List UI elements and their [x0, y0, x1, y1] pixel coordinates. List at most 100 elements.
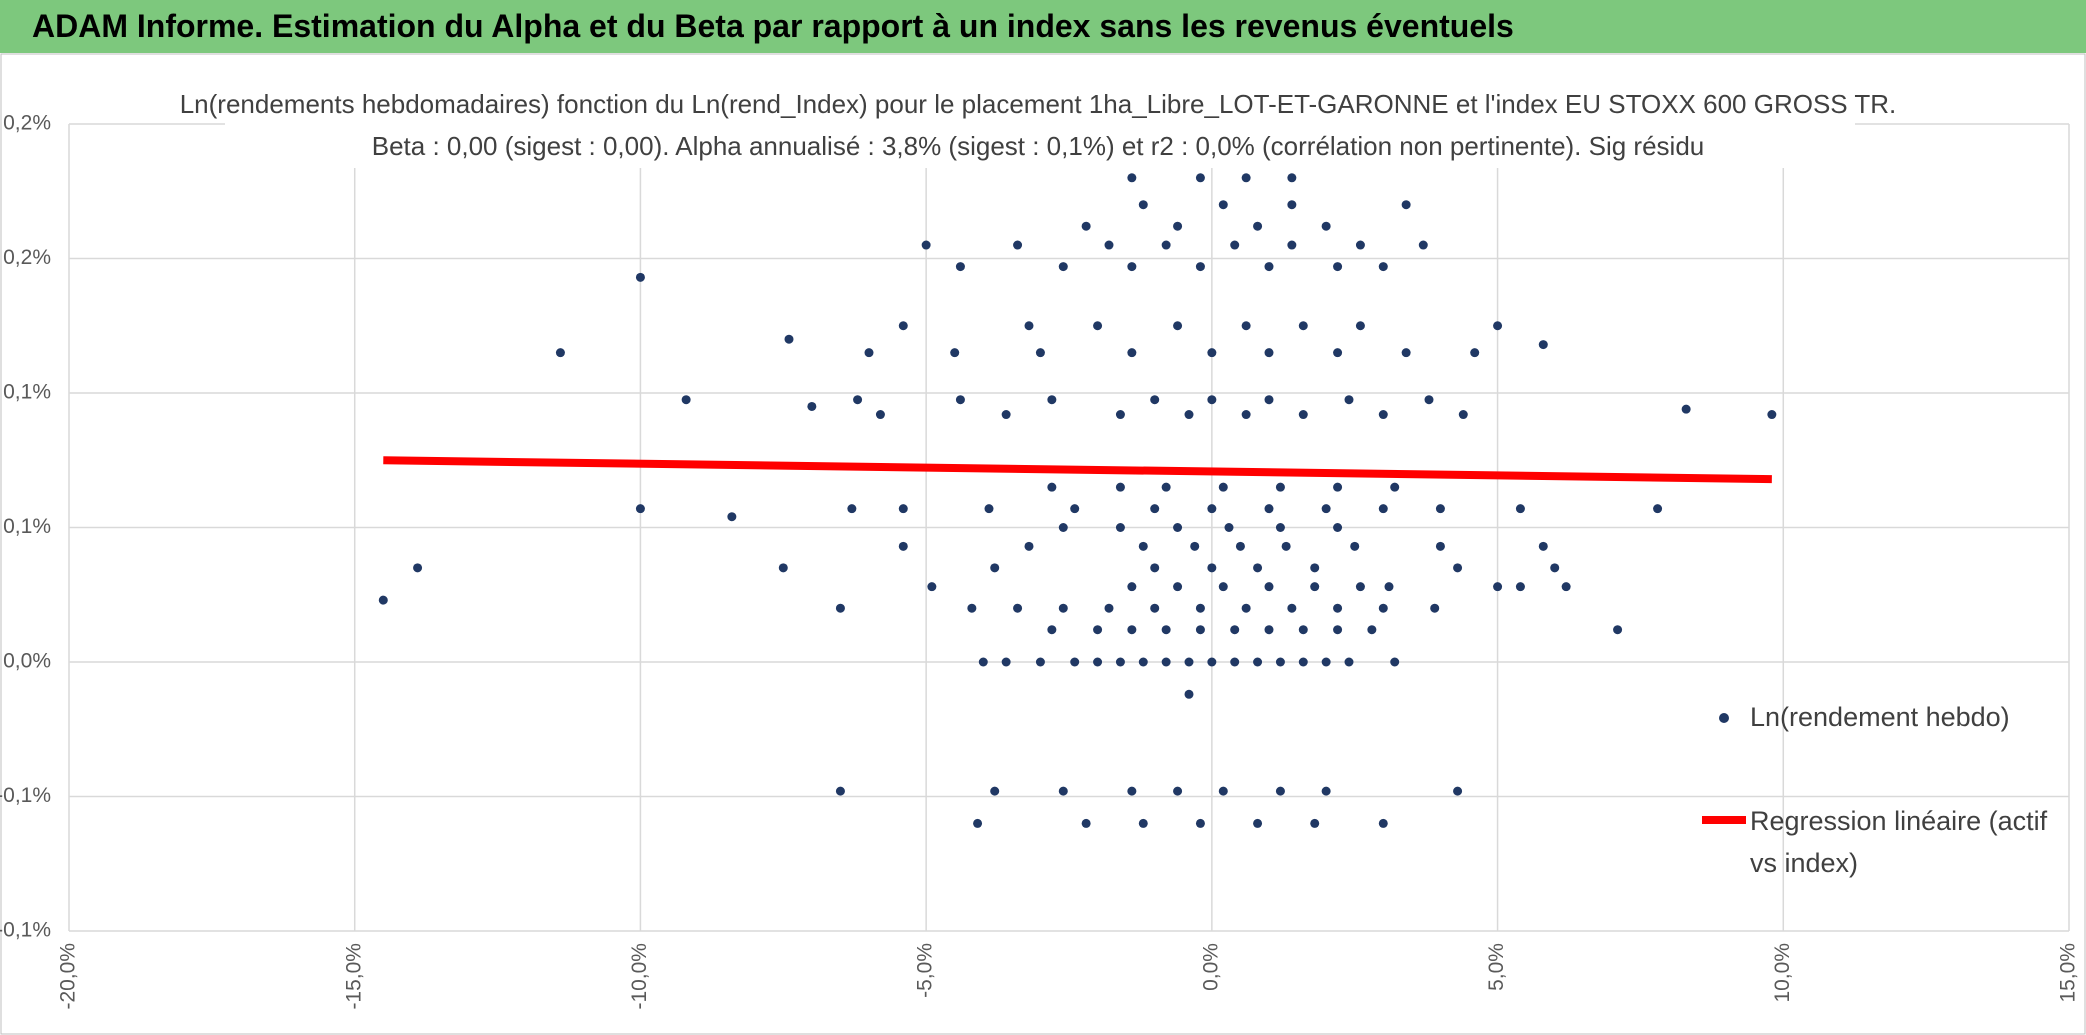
y-tick-label: 0,2%: [3, 246, 51, 269]
point: [1127, 786, 1137, 796]
point: [1195, 625, 1205, 635]
point: [875, 410, 885, 420]
point: [1093, 625, 1103, 635]
point: [1264, 625, 1274, 635]
point: [1378, 603, 1388, 613]
point: [1241, 321, 1251, 331]
point: [1561, 582, 1571, 592]
point: [921, 240, 931, 250]
point: [1333, 625, 1343, 635]
point: [1378, 410, 1388, 420]
point: [984, 504, 994, 514]
point: [978, 657, 988, 667]
point: [1321, 504, 1331, 514]
point: [413, 563, 423, 573]
point: [1207, 395, 1217, 405]
point: [1264, 582, 1274, 592]
point: [1195, 818, 1205, 828]
point: [950, 348, 960, 358]
point: [1241, 603, 1251, 613]
point: [1253, 657, 1263, 667]
point: [1138, 541, 1148, 551]
point: [1275, 482, 1285, 492]
point: [1024, 541, 1034, 551]
point: [1013, 603, 1023, 613]
point: [1333, 603, 1343, 613]
point: [1418, 240, 1428, 250]
legend-marker: [1719, 713, 1729, 723]
point: [1287, 200, 1297, 210]
point: [847, 504, 857, 514]
point: [1058, 786, 1068, 796]
point: [1384, 582, 1394, 592]
point: [1173, 786, 1183, 796]
point: [1150, 504, 1160, 514]
point: [1047, 395, 1057, 405]
point: [1538, 541, 1548, 551]
point: [898, 541, 908, 551]
point: [835, 786, 845, 796]
point: [1115, 657, 1125, 667]
point: [1493, 321, 1503, 331]
point: [1681, 404, 1691, 414]
point: [1401, 348, 1411, 358]
point: [1344, 657, 1354, 667]
point: [1150, 395, 1160, 405]
chart-subtitle: Beta : 0,00 (sigest : 0,00). Alpha annua…: [372, 131, 1705, 161]
point: [1207, 348, 1217, 358]
x-tick-label: 15,0%: [2057, 943, 2080, 1003]
point: [1173, 221, 1183, 231]
point: [1275, 657, 1285, 667]
point: [1230, 657, 1240, 667]
point: [1287, 173, 1297, 183]
point: [1515, 582, 1525, 592]
point: [1310, 563, 1320, 573]
point: [1287, 603, 1297, 613]
point: [1275, 786, 1285, 796]
point: [1173, 523, 1183, 532]
point: [955, 395, 965, 405]
point: [1613, 625, 1623, 635]
point: [1653, 504, 1663, 514]
point: [967, 603, 977, 613]
point: [1424, 395, 1434, 405]
point: [1435, 541, 1445, 551]
point: [1161, 482, 1171, 492]
y-tick-label: 0,1%: [3, 515, 51, 538]
point: [681, 395, 691, 405]
point: [1367, 625, 1377, 635]
point: [1173, 582, 1183, 592]
point: [1195, 603, 1205, 613]
point: [1493, 582, 1503, 592]
point: [1093, 657, 1103, 667]
point: [1390, 482, 1400, 492]
point: [1138, 818, 1148, 828]
point: [1058, 603, 1068, 613]
y-tick-label: 0,2%: [3, 112, 51, 135]
point: [1264, 262, 1274, 272]
point: [1458, 410, 1468, 420]
point: [1127, 262, 1137, 272]
point: [1115, 410, 1125, 420]
point: [1241, 173, 1251, 183]
x-tick-label: 0,0%: [1199, 943, 1222, 991]
point: [1184, 657, 1194, 667]
point: [1207, 563, 1217, 573]
point: [1195, 262, 1205, 272]
point: [1310, 582, 1320, 592]
y-tick-label: 0,0%: [3, 650, 51, 673]
point: [1321, 221, 1331, 231]
point: [1333, 348, 1343, 358]
chart-border: [0, 53, 2086, 1035]
point: [1390, 657, 1400, 667]
point: [784, 334, 794, 344]
point: [1218, 482, 1228, 492]
point: [1264, 395, 1274, 405]
point: [1070, 504, 1080, 514]
point: [1355, 321, 1365, 331]
point: [1081, 818, 1091, 828]
point: [1321, 786, 1331, 796]
point: [1538, 340, 1548, 350]
